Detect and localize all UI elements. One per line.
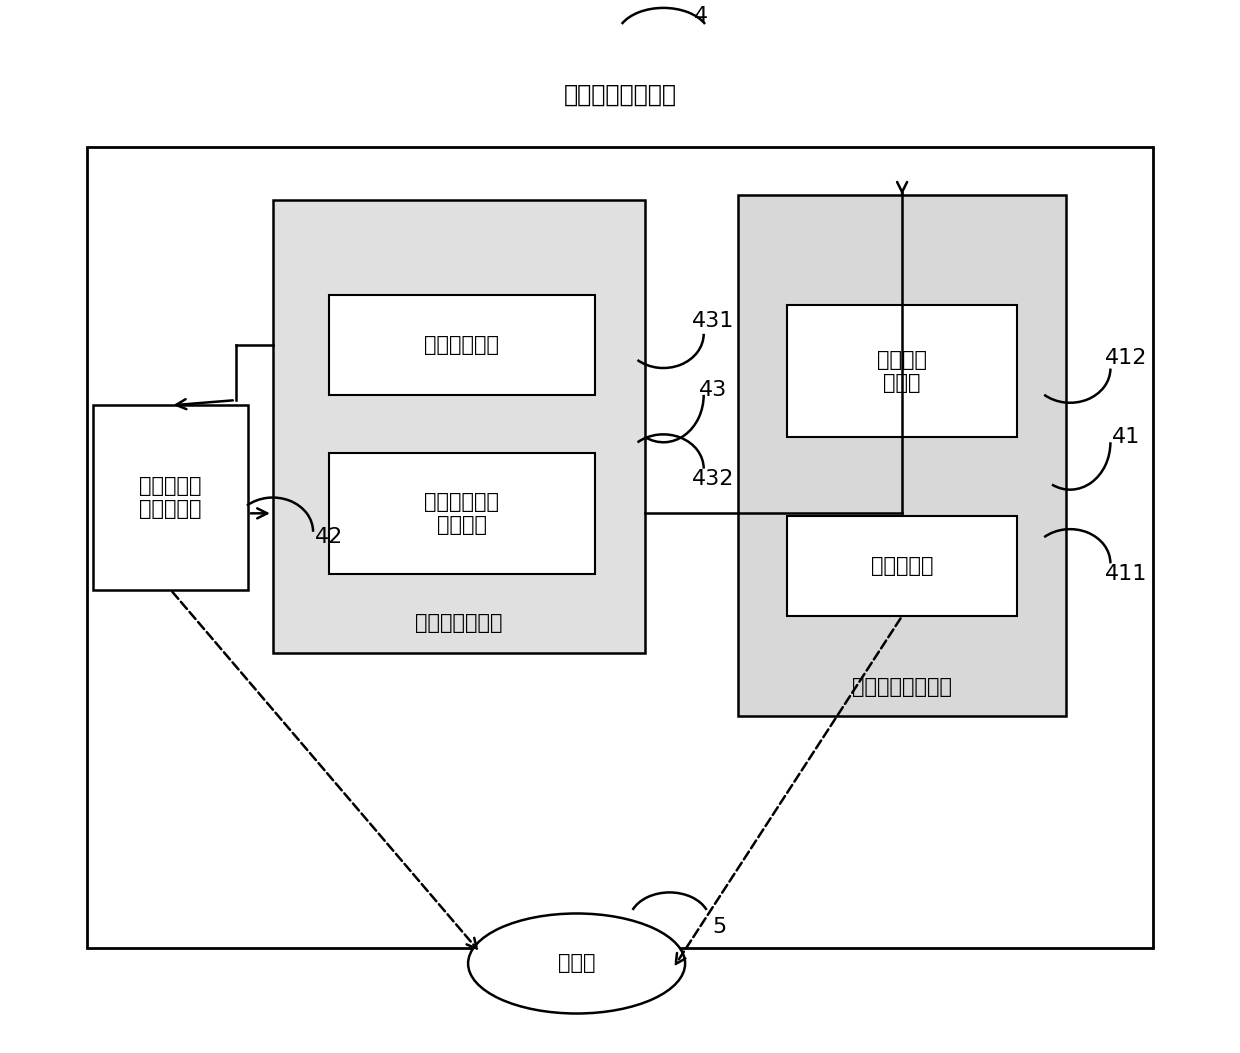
Bar	[93, 405, 248, 590]
Ellipse shape	[469, 913, 684, 1013]
Text: 412: 412	[1105, 349, 1147, 367]
Text: 系统控制模块: 系统控制模块	[424, 335, 500, 355]
Bar	[329, 295, 595, 395]
Text: 43: 43	[699, 380, 727, 399]
Text: 431: 431	[692, 312, 734, 331]
Text: 功率信号
控制器: 功率信号 控制器	[877, 350, 928, 393]
Text: 41: 41	[1112, 428, 1140, 446]
Bar	[87, 147, 1153, 948]
Text: 411: 411	[1105, 564, 1147, 583]
Text: 脉冲闪光灯: 脉冲闪光灯	[870, 556, 934, 576]
Bar	[329, 453, 595, 574]
Text: 5: 5	[712, 917, 727, 936]
Text: 红外热图像
采集子系统: 红外热图像 采集子系统	[139, 476, 202, 519]
Text: 4: 4	[693, 6, 708, 25]
Text: 热像分析子系统: 热像分析子系统	[415, 614, 502, 633]
Text: 待检件: 待检件	[558, 954, 595, 973]
Bar	[787, 305, 1017, 437]
Text: 42: 42	[315, 528, 342, 547]
Bar	[738, 195, 1066, 716]
Text: 热像序列分析
处理模块: 热像序列分析 处理模块	[424, 492, 500, 535]
Bar	[787, 516, 1017, 616]
Text: 红外热像检测系统: 红外热像检测系统	[563, 83, 677, 106]
Text: 主动热激励子系统: 主动热激励子系统	[852, 677, 952, 696]
Bar	[273, 200, 645, 653]
Text: 432: 432	[692, 470, 734, 489]
